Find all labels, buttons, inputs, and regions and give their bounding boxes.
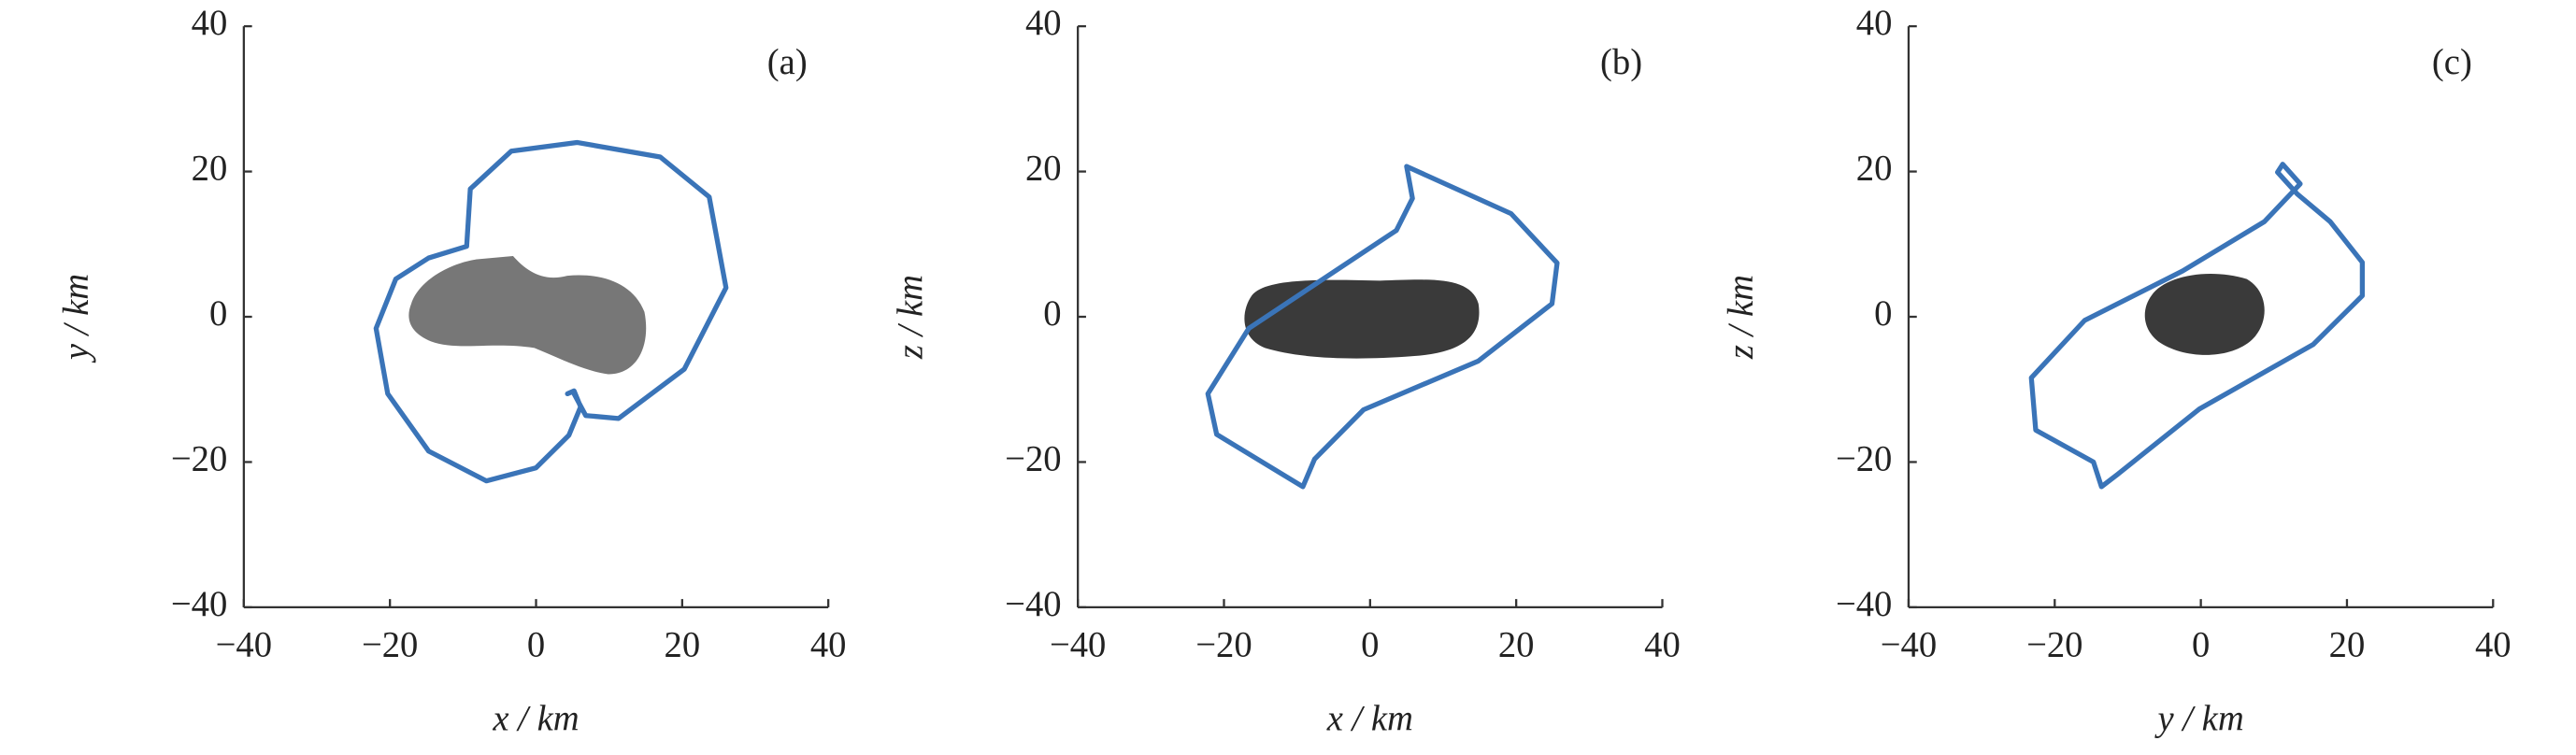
y-tick-label: 40 bbox=[192, 4, 228, 43]
y-axis-label: y / km bbox=[57, 274, 96, 363]
y-tick-label: −40 bbox=[1005, 585, 1061, 624]
x-tick-label: 20 bbox=[665, 626, 701, 665]
x-tick-label: −40 bbox=[1881, 626, 1937, 665]
x-axis-label: x / km bbox=[492, 700, 579, 739]
y-axis-label: z / km bbox=[1722, 275, 1761, 360]
y-tick-label: 40 bbox=[1856, 4, 1893, 43]
x-tick-label: 0 bbox=[2192, 626, 2210, 665]
panel-title: (a) bbox=[767, 43, 808, 82]
y-tick-label: −20 bbox=[171, 439, 227, 478]
y-tick-label: 0 bbox=[209, 294, 227, 334]
x-tick-label: −40 bbox=[1050, 626, 1106, 665]
x-axis-label: x / km bbox=[1326, 700, 1413, 739]
trajectory bbox=[2028, 162, 2366, 490]
asteroid-shapes bbox=[408, 256, 2265, 375]
trajectory bbox=[373, 139, 729, 484]
y-axis-label: z / km bbox=[891, 275, 930, 360]
trajectory bbox=[1205, 164, 1560, 490]
panel-title: (c) bbox=[2432, 43, 2472, 82]
y-tick-label: 20 bbox=[1856, 149, 1893, 188]
y-tick-label: −20 bbox=[1836, 439, 1892, 478]
asteroid-c bbox=[2144, 273, 2265, 355]
y-tick-label: −40 bbox=[1836, 585, 1892, 624]
x-tick-label: −20 bbox=[2026, 626, 2082, 665]
x-tick-label: 0 bbox=[1361, 626, 1379, 665]
x-axis-label: y / km bbox=[2154, 700, 2244, 739]
y-tick-label: −40 bbox=[171, 585, 227, 624]
x-tick-label: 40 bbox=[810, 626, 847, 665]
y-tick-label: 20 bbox=[192, 149, 228, 188]
x-tick-label: 40 bbox=[1644, 626, 1681, 665]
asteroid-b bbox=[1244, 279, 1480, 359]
x-tick-label: −20 bbox=[1195, 626, 1252, 665]
x-tick-label: 40 bbox=[2475, 626, 2512, 665]
y-tick-label: 40 bbox=[1025, 4, 1062, 43]
x-tick-label: 20 bbox=[1498, 626, 1535, 665]
x-tick-label: 0 bbox=[527, 626, 545, 665]
y-tick-label: 20 bbox=[1025, 149, 1062, 188]
x-tick-label: −40 bbox=[216, 626, 272, 665]
y-tick-label: 0 bbox=[1874, 294, 1892, 334]
x-tick-label: −20 bbox=[362, 626, 418, 665]
y-tick-label: −20 bbox=[1005, 439, 1061, 478]
asteroid-a bbox=[408, 256, 647, 375]
x-tick-label: 20 bbox=[2329, 626, 2366, 665]
y-tick-label: 0 bbox=[1043, 294, 1061, 334]
panel-title: (b) bbox=[1600, 43, 1642, 82]
